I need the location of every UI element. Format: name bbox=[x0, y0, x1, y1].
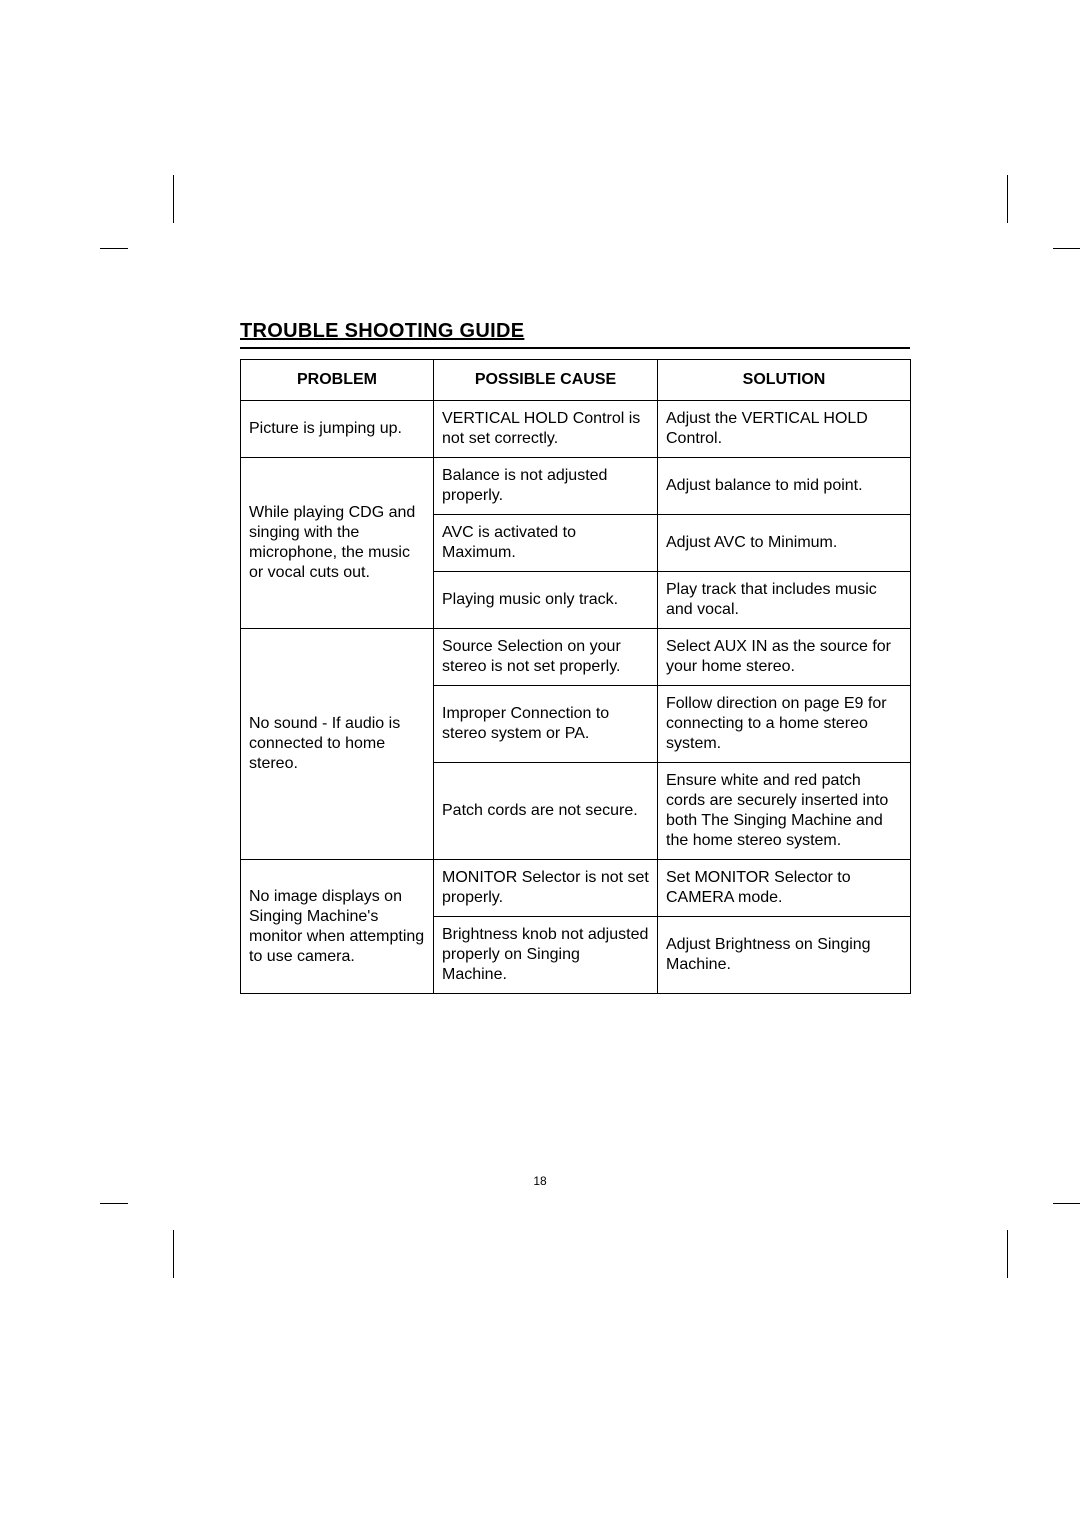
table-row: No sound - If audio is connected to home… bbox=[241, 629, 911, 686]
cell-solution: Adjust Brightness on Singing Machine. bbox=[658, 917, 911, 994]
col-header-cause: POSSIBLE CAUSE bbox=[434, 360, 658, 401]
table-header-row: PROBLEM POSSIBLE CAUSE SOLUTION bbox=[241, 360, 911, 401]
cell-problem: No image displays on Singing Machine's m… bbox=[241, 860, 434, 994]
col-header-problem: PROBLEM bbox=[241, 360, 434, 401]
page-number: 18 bbox=[0, 1174, 1080, 1188]
cell-problem: No sound - If audio is connected to home… bbox=[241, 629, 434, 860]
col-header-solution: SOLUTION bbox=[658, 360, 911, 401]
cell-problem: While playing CDG and singing with the m… bbox=[241, 458, 434, 629]
cell-solution: Ensure white and red patch cords are sec… bbox=[658, 763, 911, 860]
cell-solution: Select AUX IN as the source for your hom… bbox=[658, 629, 911, 686]
cell-solution: Adjust balance to mid point. bbox=[658, 458, 911, 515]
cell-solution: Follow direction on page E9 for connecti… bbox=[658, 686, 911, 763]
cell-cause: Brightness knob not adjusted properly on… bbox=[434, 917, 658, 994]
troubleshooting-table: PROBLEM POSSIBLE CAUSE SOLUTION Picture … bbox=[240, 359, 911, 994]
cell-cause: Playing music only track. bbox=[434, 572, 658, 629]
cropmark-bl-v bbox=[173, 1230, 174, 1278]
cropmark-bl-h bbox=[100, 1203, 128, 1204]
cell-cause: Improper Connection to stereo system or … bbox=[434, 686, 658, 763]
title-rule bbox=[240, 347, 910, 349]
content-area: TROUBLE SHOOTING GUIDE PROBLEM POSSIBLE … bbox=[240, 320, 910, 994]
cell-solution: Set MONITOR Selector to CAMERA mode. bbox=[658, 860, 911, 917]
cell-cause: Balance is not adjusted properly. bbox=[434, 458, 658, 515]
cropmark-tr-h bbox=[1053, 248, 1080, 249]
cropmark-br-h bbox=[1053, 1203, 1080, 1204]
cropmark-br-v bbox=[1007, 1230, 1008, 1278]
cell-cause: Patch cords are not secure. bbox=[434, 763, 658, 860]
cell-solution: Play track that includes music and vocal… bbox=[658, 572, 911, 629]
table-row: No image displays on Singing Machine's m… bbox=[241, 860, 911, 917]
cell-cause: Source Selection on your stereo is not s… bbox=[434, 629, 658, 686]
cell-solution: Adjust AVC to Minimum. bbox=[658, 515, 911, 572]
cropmark-tl-v bbox=[173, 175, 174, 223]
cell-cause: AVC is activated to Maximum. bbox=[434, 515, 658, 572]
cell-cause: VERTICAL HOLD Control is not set correct… bbox=[434, 401, 658, 458]
table-row: While playing CDG and singing with the m… bbox=[241, 458, 911, 515]
page: TROUBLE SHOOTING GUIDE PROBLEM POSSIBLE … bbox=[0, 0, 1080, 1525]
cropmark-tl-h bbox=[100, 248, 128, 249]
cropmark-tr-v bbox=[1007, 175, 1008, 223]
cell-solution: Adjust the VERTICAL HOLD Control. bbox=[658, 401, 911, 458]
cell-problem: Picture is jumping up. bbox=[241, 401, 434, 458]
cell-cause: MONITOR Selector is not set properly. bbox=[434, 860, 658, 917]
page-title: TROUBLE SHOOTING GUIDE bbox=[240, 320, 910, 343]
table-row: Picture is jumping up. VERTICAL HOLD Con… bbox=[241, 401, 911, 458]
